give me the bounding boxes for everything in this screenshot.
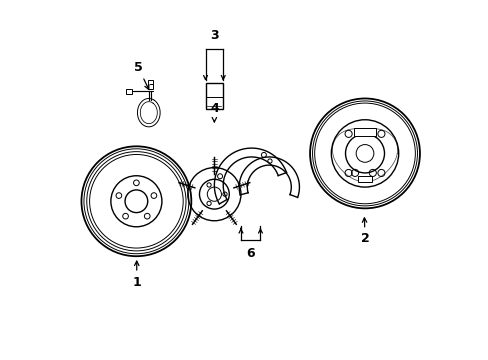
Text: 4: 4 — [209, 102, 218, 122]
Text: 6: 6 — [246, 247, 255, 260]
Text: 3: 3 — [210, 29, 218, 42]
FancyBboxPatch shape — [205, 82, 223, 109]
Text: 2: 2 — [360, 218, 368, 246]
FancyBboxPatch shape — [354, 128, 375, 136]
FancyBboxPatch shape — [148, 80, 153, 89]
Text: 1: 1 — [132, 261, 141, 289]
FancyBboxPatch shape — [357, 176, 371, 183]
FancyBboxPatch shape — [126, 89, 132, 94]
Text: 5: 5 — [134, 61, 148, 89]
